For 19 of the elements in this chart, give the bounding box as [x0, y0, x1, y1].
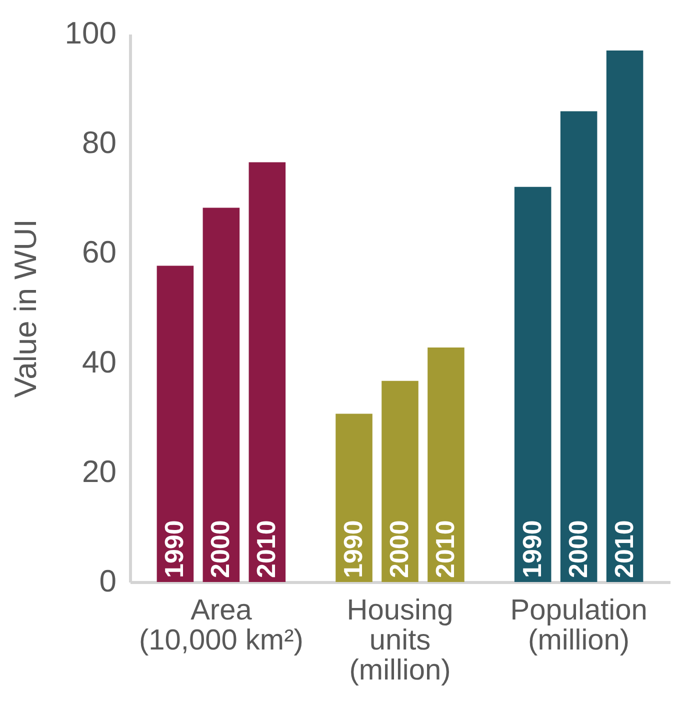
series-label: 2000	[205, 520, 236, 578]
text: 2010	[608, 520, 639, 578]
text: 1990	[159, 520, 190, 578]
y-tick-label: 0	[99, 564, 116, 598]
x-tick-label: Population (million)	[510, 594, 648, 656]
x-tick-label: Housing units (million)	[346, 594, 454, 686]
series-label: 2010	[251, 520, 282, 578]
y-tick-label: 20	[82, 454, 116, 489]
y-tick-label: 100	[64, 16, 116, 50]
series-label: 1990	[338, 520, 368, 578]
y-axis-title: Value in WUI	[8, 219, 43, 398]
y-tick-label: 40	[82, 344, 116, 380]
y-tick-label: 60	[82, 234, 116, 270]
x-tick-label: Area (10,000 km²)	[138, 594, 304, 656]
text: 1990	[516, 520, 547, 578]
text: 2010	[430, 520, 460, 578]
text: 2000	[562, 520, 593, 578]
y-tick-label: 80	[82, 125, 116, 160]
text: 2000	[384, 520, 414, 578]
